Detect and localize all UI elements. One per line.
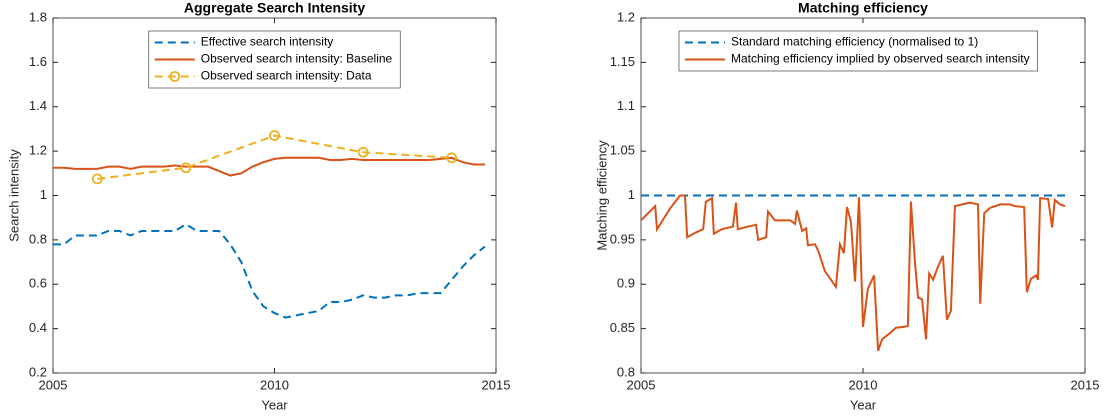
y-tick-label: 0.6 <box>29 276 47 291</box>
series-line <box>53 156 485 177</box>
series-line <box>640 194 1066 352</box>
x-tick-label: 2010 <box>849 377 878 392</box>
legend: Standard matching efficiency (normalised… <box>678 30 1038 72</box>
x-axis-label: Year <box>850 397 877 412</box>
legend-label: Effective search intensity <box>201 35 334 49</box>
data-point <box>180 162 192 174</box>
legend-label: Matching efficiency implied by observed … <box>731 52 1030 66</box>
x-tick-label: 2010 <box>260 377 289 392</box>
y-tick-label: 1 <box>40 187 47 202</box>
y-tick-label: 1.4 <box>29 98 47 113</box>
y-tick-label: 0.8 <box>617 364 635 379</box>
y-tick-label: 0.4 <box>29 320 47 335</box>
legend: Effective search intensity Observed searc… <box>148 30 401 89</box>
y-tick-label: 0.2 <box>29 364 47 379</box>
y-tick-label: 1.2 <box>617 9 635 24</box>
y-tick-label: 1.8 <box>29 9 47 24</box>
y-tick-label: 0.8 <box>29 231 47 246</box>
chart-title: Aggregate Search Intensity <box>184 0 365 16</box>
x-tick-label: 2015 <box>1071 377 1100 392</box>
x-axis-label: Year <box>261 397 288 412</box>
legend-label: Standard matching efficiency (normalised… <box>731 35 978 49</box>
y-tick-label: 0.9 <box>617 276 635 291</box>
x-tick-label: 2005 <box>39 377 68 392</box>
x-tick-label: 2005 <box>627 377 656 392</box>
x-tick-label: 2015 <box>482 377 511 392</box>
legend-box <box>678 30 1038 72</box>
y-tick-label: 0.85 <box>610 320 635 335</box>
data-point <box>269 130 280 141</box>
y-tick-label: 1.1 <box>617 98 635 113</box>
legend-label: Observed search intensity: Baseline <box>201 52 393 66</box>
y-tick-label: 1.15 <box>610 54 635 69</box>
data-point <box>91 173 103 185</box>
y-axis-label: Matching efficiency <box>594 140 609 251</box>
data-point <box>446 152 458 164</box>
series-line <box>53 223 486 319</box>
data-point <box>357 146 369 158</box>
y-tick-label: 1.05 <box>610 143 635 158</box>
legend-label: Observed search intensity: Data <box>201 69 372 83</box>
series-line <box>97 134 452 180</box>
chart-title: Matching efficiency <box>798 0 928 16</box>
y-axis-label: Search intensity <box>6 149 21 242</box>
legend-marker <box>169 71 181 82</box>
y-tick-label: 1.6 <box>29 54 47 69</box>
y-tick-label: 1 <box>628 187 635 202</box>
y-tick-label: 1.2 <box>29 143 47 158</box>
y-tick-label: 0.95 <box>610 231 635 246</box>
